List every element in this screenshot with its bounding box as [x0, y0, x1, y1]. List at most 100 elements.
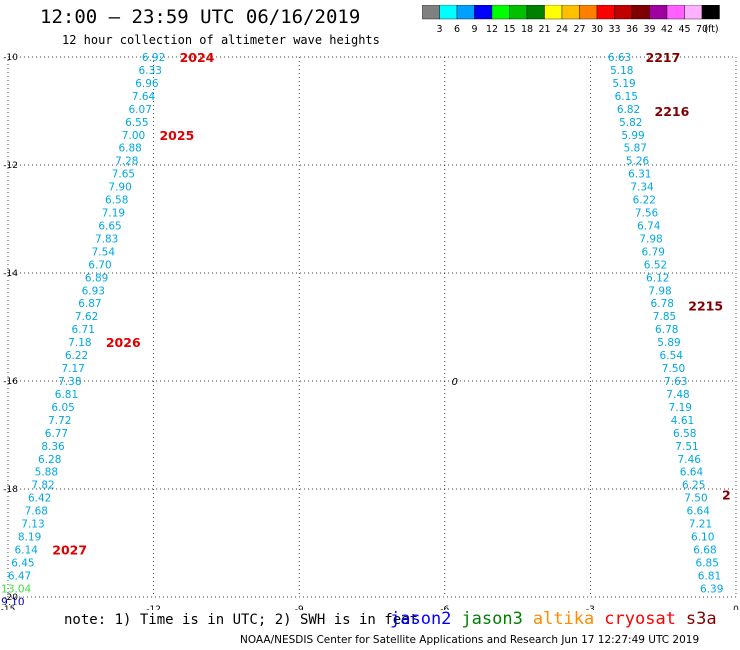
- colorbar-label: 3: [436, 24, 442, 35]
- chart-subtitle: 12 hour collection of altimeter wave hei…: [62, 33, 380, 47]
- swh-value: 6.88: [118, 143, 141, 155]
- swh-value: 6.39: [700, 583, 723, 595]
- swh-value: 6.58: [673, 428, 696, 440]
- swh-value: 7.38: [58, 376, 81, 388]
- colorbar-label: 12: [486, 24, 498, 35]
- swh-value: 7.98: [639, 233, 662, 245]
- swh-value: 6.15: [615, 91, 638, 103]
- swh-value: 6.07: [129, 104, 152, 116]
- swh-value: 6.81: [55, 389, 78, 401]
- swh-value: 6.93: [82, 285, 105, 297]
- colorbar-label: 33: [608, 24, 620, 35]
- credit-line: NOAA/NESDIS Center for Satellite Applica…: [240, 634, 700, 646]
- swh-value: 7.83: [95, 233, 118, 245]
- swh-value: 6.47: [8, 570, 31, 582]
- swh-value: 7.64: [132, 91, 156, 103]
- swh-value: 8.19: [18, 532, 41, 544]
- colorbar-label: 9: [471, 24, 477, 35]
- swh-value: 5.19: [612, 78, 635, 90]
- x-tick-label: 0: [733, 605, 739, 610]
- swh-value: 7.90: [108, 182, 131, 194]
- y-tick-label: -12: [3, 161, 18, 171]
- swh-value: 5.87: [624, 143, 647, 155]
- swh-value: 7.19: [102, 208, 125, 220]
- swh-value: 6.81: [698, 570, 721, 582]
- swh-value: 6.89: [85, 272, 108, 284]
- colorbar-label: 70: [696, 24, 708, 35]
- swh-value: 7.17: [61, 363, 84, 375]
- x-tick-label: -15: [1, 605, 16, 610]
- satellite-legend: jason2 jason3 altika cryosat s3a: [390, 609, 727, 629]
- swh-value: 7.48: [666, 389, 689, 401]
- swh-value: 6.12: [646, 272, 669, 284]
- time-label: 2025: [159, 128, 194, 143]
- swh-value: 7.72: [48, 415, 71, 427]
- swh-value: 7.18: [68, 337, 91, 349]
- swh-value: 6.28: [38, 454, 61, 466]
- swh-value: 6.68: [693, 544, 716, 556]
- swh-value: 5.82: [619, 117, 642, 129]
- swh-value: 6.22: [65, 350, 88, 362]
- swh-value: 6.74: [637, 220, 661, 232]
- swh-value: 7.46: [678, 454, 702, 466]
- swh-value: 7.98: [648, 285, 671, 297]
- colorbar-label: 39: [643, 24, 655, 35]
- time-label: 2216: [655, 104, 690, 119]
- satellite-legend-item: s3a: [685, 609, 717, 629]
- swh-value: 6.65: [98, 220, 121, 232]
- swh-value: 6.92: [142, 52, 165, 64]
- colorbar-swatch: [701, 5, 720, 20]
- swh-value: 6.55: [125, 117, 148, 129]
- x-tick-label: -6: [440, 605, 449, 610]
- swh-value: 4.61: [671, 415, 694, 427]
- x-tick-label: -12: [146, 605, 161, 610]
- colorbar-label: 21: [538, 24, 550, 35]
- colorbar-label: 27: [573, 24, 585, 35]
- swh-value: 7.00: [122, 130, 145, 142]
- swh-value: 6.87: [78, 298, 101, 310]
- swh-value: 6.45: [11, 557, 34, 569]
- time-label: 2: [722, 487, 731, 502]
- swh-value: 6.58: [105, 195, 128, 207]
- satellite-legend-item: jason3: [461, 609, 523, 629]
- swh-value: 7.34: [630, 182, 654, 194]
- swh-value: 7.82: [31, 480, 54, 492]
- time-label: 2215: [688, 298, 723, 313]
- chart-title: 12:00 – 23:59 UTC 06/16/2019: [40, 6, 361, 28]
- swh-value: 7.50: [662, 363, 685, 375]
- swh-value: 6.64: [687, 506, 711, 518]
- plot-frame: [7, 56, 737, 598]
- time-label: 2217: [646, 50, 681, 65]
- time-label: 2024: [180, 50, 215, 65]
- swh-value: 6.05: [51, 402, 74, 414]
- colorbar-label: 15: [503, 24, 515, 35]
- swh-value: 6.71: [72, 324, 95, 336]
- swh-value: 6.31: [628, 169, 651, 181]
- wave-height-plot: -15 -12 -9 -6 -3 0-10-12-14-16-18-206.926.336…: [1, 50, 739, 610]
- swh-value: 7.68: [25, 506, 48, 518]
- swh-value: 6.79: [642, 246, 665, 258]
- swh-value: 7.85: [653, 311, 676, 323]
- units-note: note: 1) Time is in UTC; 2) SWH is in fe…: [64, 612, 419, 628]
- swh-value: 7.50: [684, 493, 707, 505]
- swh-value: 7.19: [669, 402, 692, 414]
- swh-value: 6.14: [15, 544, 39, 556]
- time-label: 2026: [106, 335, 141, 350]
- colorbar-label: 18: [521, 24, 533, 35]
- x-tick-label: -9: [295, 605, 304, 610]
- swh-value: 9.10: [1, 596, 24, 608]
- swh-value: 7.28: [115, 156, 138, 168]
- colorbar-label: 6: [454, 24, 460, 35]
- colorbar-label: 24: [556, 24, 568, 35]
- time-label: 2027: [52, 542, 87, 557]
- satellite-legend-item: jason2: [390, 609, 452, 629]
- data-layer: 6.926.336.967.646.076.557.006.887.287.65…: [1, 50, 731, 608]
- colorbar-label: 42: [661, 24, 673, 35]
- swh-value: 5.18: [610, 65, 633, 77]
- swh-value: 6.33: [139, 65, 162, 77]
- swh-value: 7.54: [92, 246, 116, 258]
- swh-value: 7.51: [675, 441, 698, 453]
- swh-value: 6.54: [660, 350, 684, 362]
- swh-value: 5.99: [621, 130, 644, 142]
- colorbar-label: 36: [626, 24, 638, 35]
